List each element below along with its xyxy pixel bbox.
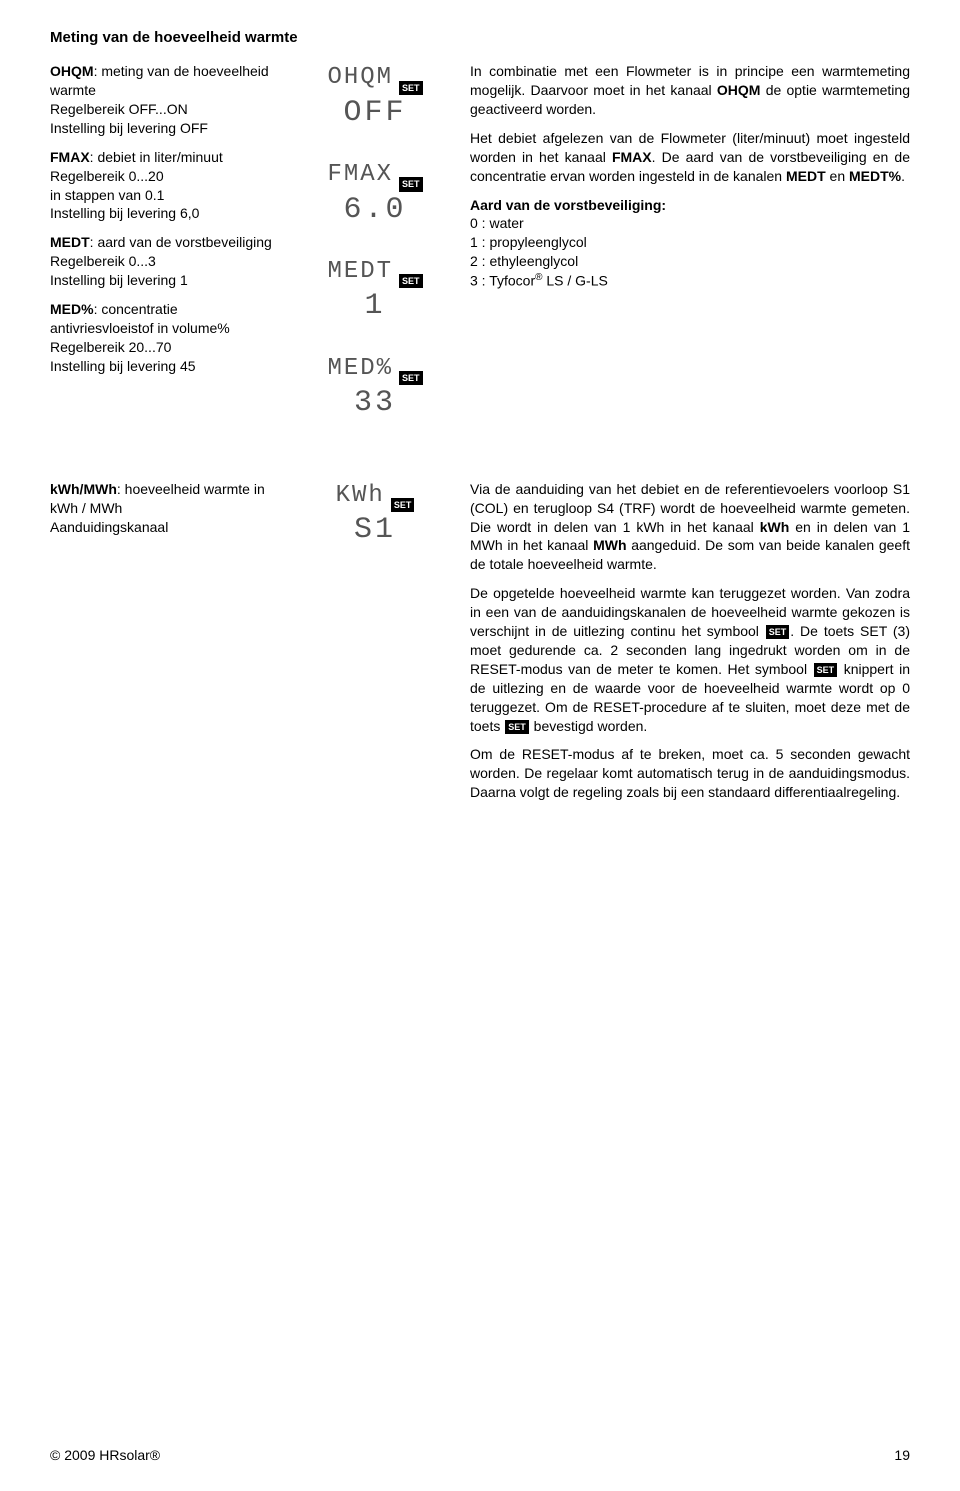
text-bold: MEDT% (849, 168, 901, 184)
fmax-text: : debiet in liter/minuut (90, 149, 223, 165)
right-p1: In combinatie met een Flowmeter is in pr… (470, 62, 910, 119)
page-footer: © 2009 HRsolar® 19 (50, 1446, 910, 1465)
set-inline-icon: SET (505, 720, 529, 734)
fmax-step: in stappen van 0.1 (50, 187, 164, 203)
medp-label: MED% (50, 301, 94, 317)
text: en (826, 168, 849, 184)
lcd-ohqm-top: OHQM (327, 62, 393, 94)
fmax-label: FMAX (50, 149, 90, 165)
lcd-medt: MEDT SET 1 (327, 256, 422, 327)
medp-delivery: Instelling bij levering 45 (50, 358, 196, 374)
lcd-medt-top: MEDT (327, 256, 393, 288)
lcd-kwh-top: KWh (336, 480, 385, 512)
text: LS / G-LS (542, 273, 607, 289)
lcd-medt-value: 1 (364, 286, 385, 327)
frost-protection-list: Aard van de vorstbeveiliging: 0 : water … (470, 196, 910, 291)
footer-page-number: 19 (894, 1446, 910, 1465)
lcd-column-lower: KWh SET S1 (300, 480, 450, 812)
set-badge-icon: SET (399, 274, 423, 288)
lcd-medp: MED% SET 33 (327, 353, 422, 424)
list-item: 3 : Tyfocor® LS / G-LS (470, 271, 910, 291)
left-column: OHQM: meting van de hoeveelheid warmte R… (50, 62, 280, 450)
section-title: Meting van de hoeveelheid warmte (50, 28, 910, 48)
lcd-column: OHQM SET OFF FMAX SET 6.0 MEDT SET 1 MED… (300, 62, 450, 450)
medt-range: Regelbereik 0...3 (50, 253, 156, 269)
medp-block: MED%: concentratie antivriesvloeistof in… (50, 300, 280, 376)
fmax-delivery: Instelling bij levering 6,0 (50, 205, 199, 221)
top-block-row: OHQM: meting van de hoeveelheid warmte R… (50, 62, 910, 450)
lcd-kwh: KWh SET S1 (336, 480, 415, 551)
text-bold: FMAX (612, 149, 652, 165)
list-item: 1 : propyleenglycol (470, 233, 910, 252)
lcd-fmax-top: FMAX (327, 159, 393, 191)
fmax-range: Regelbereik 0...20 (50, 168, 164, 184)
text-bold: OHQM (717, 82, 761, 98)
right-p2: Het debiet afgelezen van de Flowmeter (l… (470, 129, 910, 186)
right-q1: Via de aanduiding van het debiet en de r… (470, 480, 910, 574)
lcd-ohqm: OHQM SET OFF (327, 62, 422, 133)
footer-left: © 2009 HRsolar® (50, 1446, 160, 1465)
set-badge-icon: SET (399, 371, 423, 385)
ohqm-delivery: Instelling bij levering OFF (50, 120, 208, 136)
lower-block-row: kWh/MWh: hoeveelheid warmte in kWh / MWh… (50, 480, 910, 812)
text-bold: kWh (760, 519, 790, 535)
text-bold: MWh (593, 537, 626, 553)
set-inline-icon: SET (814, 663, 838, 677)
text: . (901, 168, 905, 184)
kwh-label: kWh/MWh (50, 481, 117, 497)
fmax-block: FMAX: debiet in liter/minuut Regelbereik… (50, 148, 280, 224)
lcd-fmax-value: 6.0 (343, 190, 406, 231)
lcd-kwh-value: S1 (354, 510, 396, 551)
lcd-medp-value: 33 (354, 383, 396, 424)
medt-label: MEDT (50, 234, 90, 250)
kwh-block: kWh/MWh: hoeveelheid warmte in kWh / MWh… (50, 480, 280, 537)
ohqm-block: OHQM: meting van de hoeveelheid warmte R… (50, 62, 280, 138)
set-inline-icon: SET (766, 625, 790, 639)
ohqm-range: Regelbereik OFF...ON (50, 101, 188, 117)
lcd-fmax: FMAX SET 6.0 (327, 159, 422, 230)
list-item: 0 : water (470, 214, 910, 233)
lcd-medp-top: MED% (327, 353, 393, 385)
right-q2: De opgetelde hoeveelheid warmte kan teru… (470, 584, 910, 735)
text: bevestigd worden. (530, 718, 648, 734)
kwh-sub: Aanduidingskanaal (50, 519, 168, 535)
list-item: 2 : ethyleenglycol (470, 252, 910, 271)
left-column-lower: kWh/MWh: hoeveelheid warmte in kWh / MWh… (50, 480, 280, 812)
medt-text: : aard van de vorstbeveiliging (90, 234, 272, 250)
right-column-lower: Via de aanduiding van het debiet en de r… (470, 480, 910, 812)
list-heading: Aard van de vorstbeveiliging: (470, 196, 910, 215)
medp-range: Regelbereik 20...70 (50, 339, 171, 355)
medt-delivery: Instelling bij levering 1 (50, 272, 188, 288)
text-bold: MEDT (786, 168, 826, 184)
ohqm-label: OHQM (50, 63, 94, 79)
medt-block: MEDT: aard van de vorstbeveiliging Regel… (50, 233, 280, 290)
right-column-top: In combinatie met een Flowmeter is in pr… (470, 62, 910, 450)
right-q3: Om de RESET-modus af te breken, moet ca.… (470, 745, 910, 802)
text: 3 : Tyfocor (470, 273, 535, 289)
lcd-ohqm-value: OFF (343, 93, 406, 134)
